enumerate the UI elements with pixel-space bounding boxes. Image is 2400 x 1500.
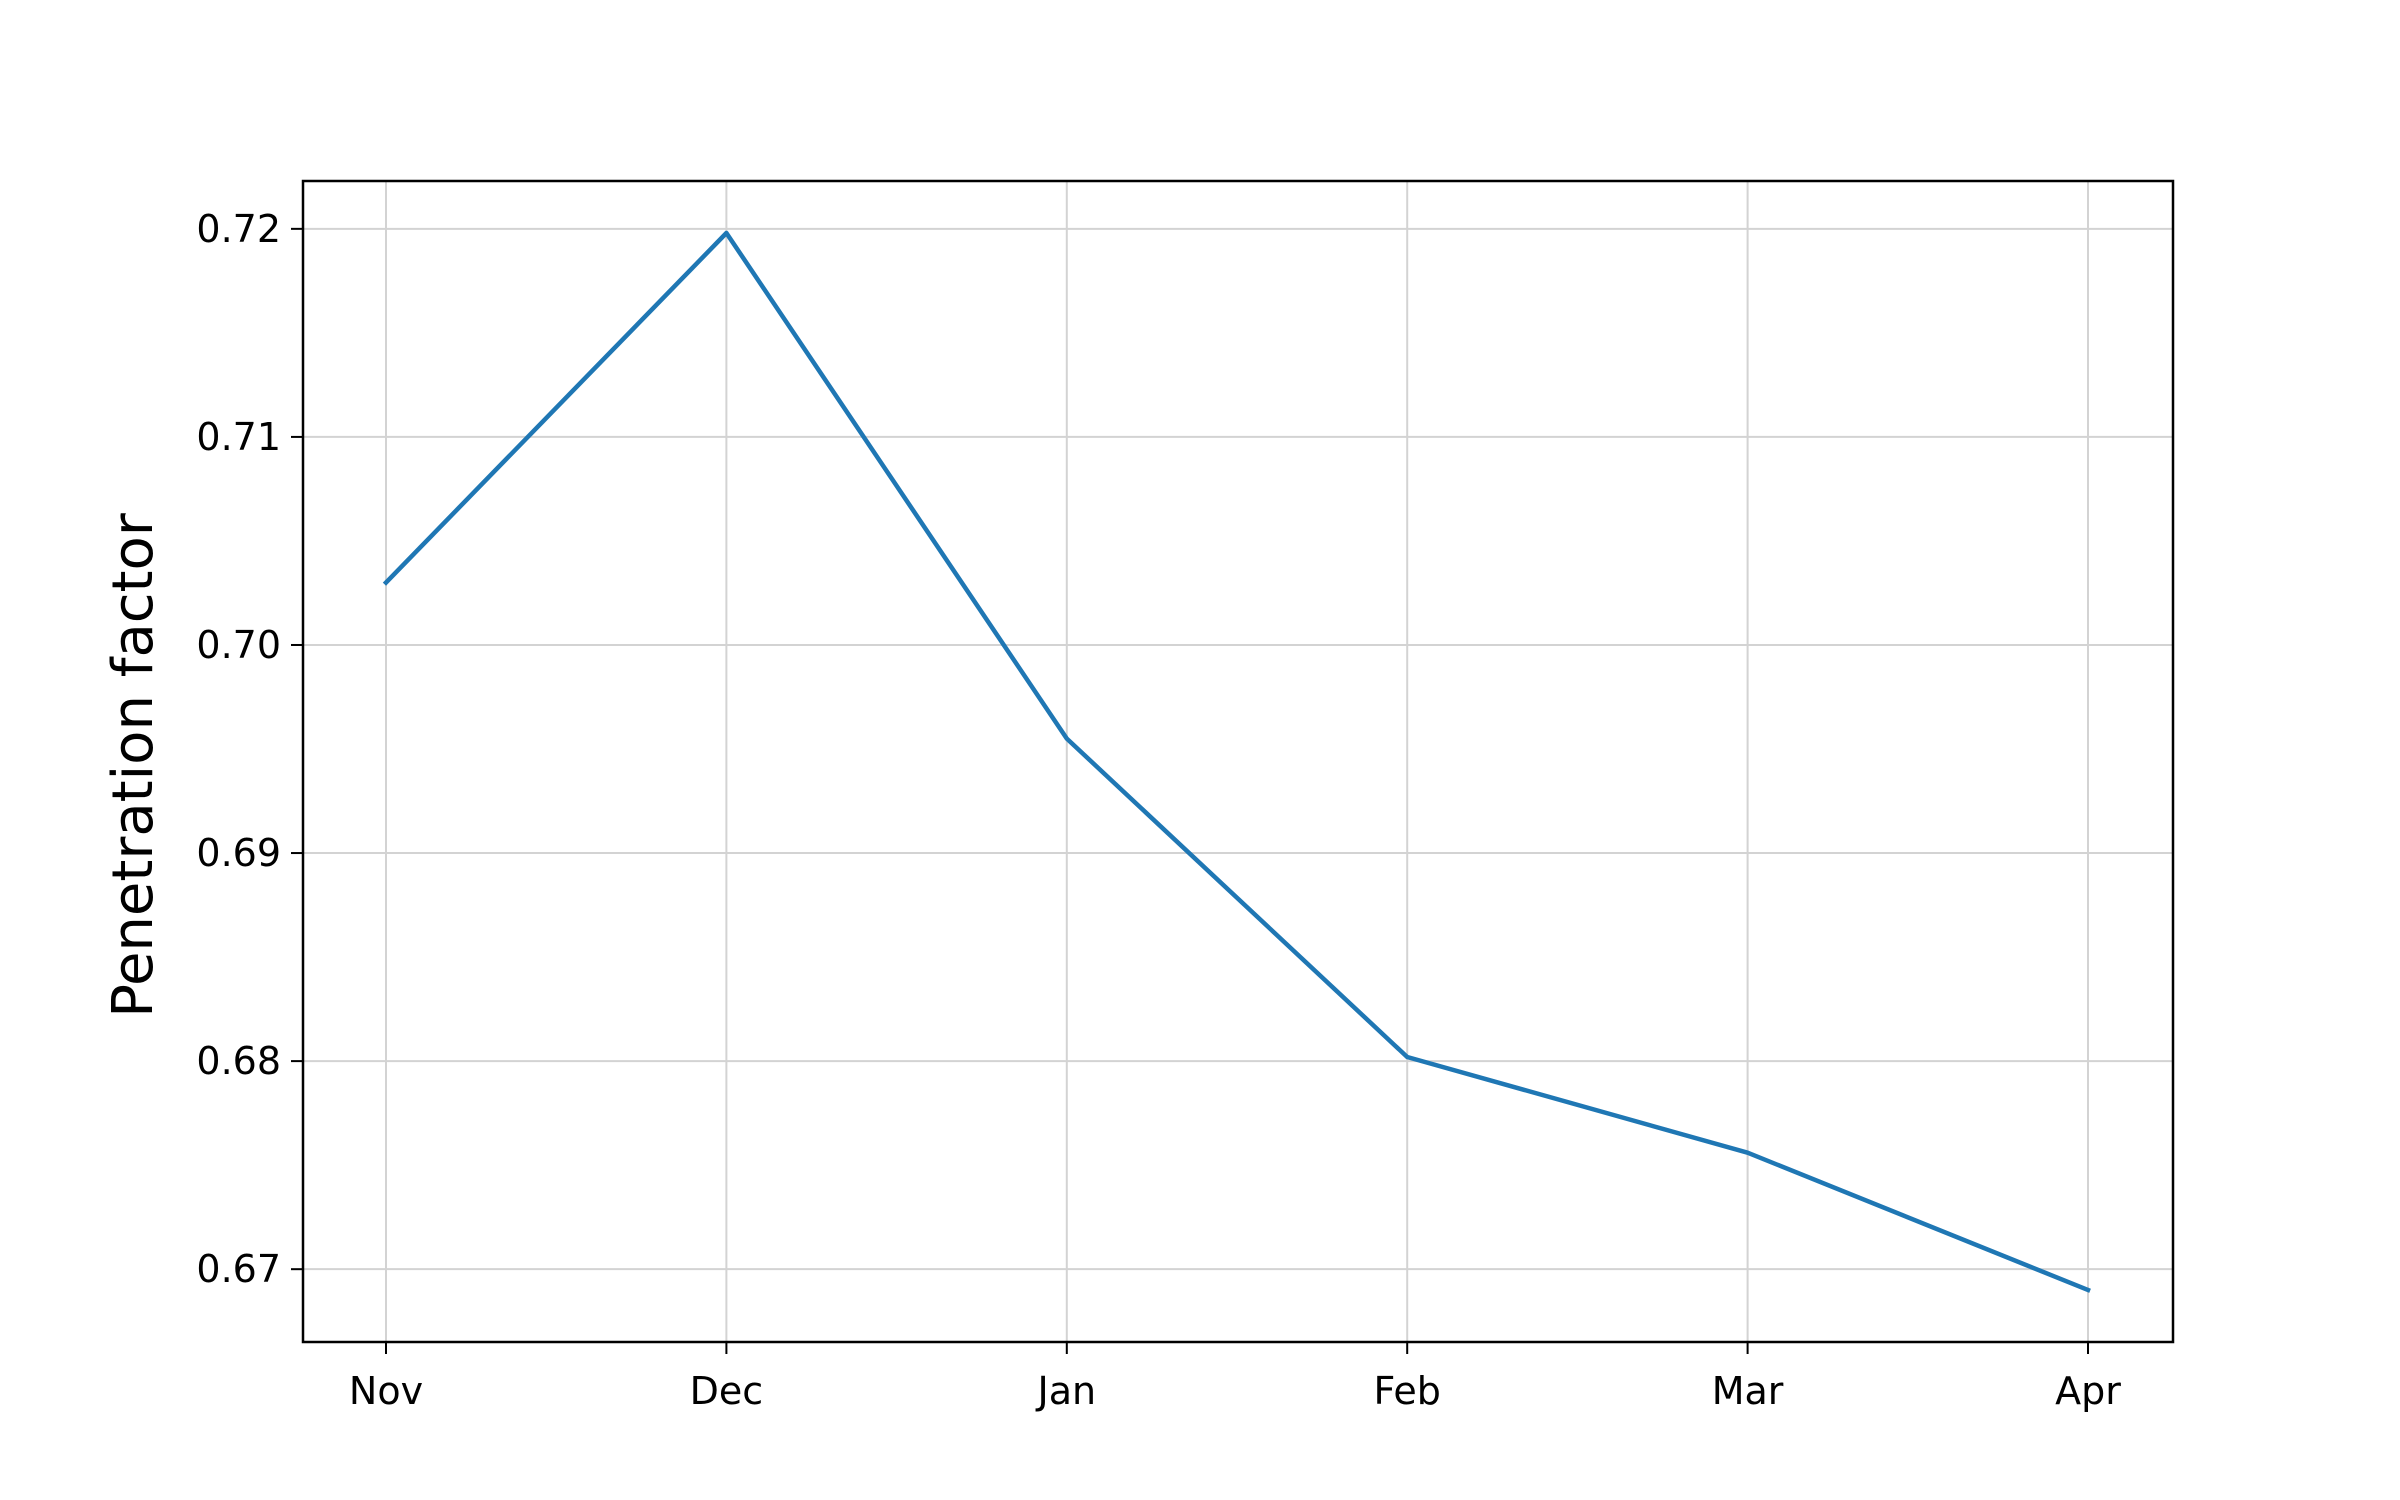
x-tick-label: Dec [690, 1369, 764, 1413]
series-line [382, 230, 2091, 1293]
plot-frame [301, 179, 2175, 1344]
y-tick-label: 0.71 [196, 415, 281, 459]
y-tick-label: 0.72 [196, 207, 281, 251]
y-axis-label: Penetration factor [101, 512, 166, 1018]
axis-ticks: Nov Dec Jan Feb Mar Apr 0.67 0.68 0.69 0.70 0.71 0.… [196, 207, 2121, 1413]
y-tick-label: 0.69 [196, 831, 281, 875]
grid [303, 181, 2173, 1342]
series-layer [382, 230, 2091, 1293]
y-tick-label: 0.68 [196, 1039, 281, 1083]
x-tick-label: Jan [1036, 1369, 1097, 1413]
x-tick-label: Mar [1712, 1369, 1784, 1413]
x-tick-label: Feb [1374, 1369, 1441, 1413]
y-tick-label: 0.70 [196, 623, 281, 667]
y-tick-label: 0.67 [196, 1247, 281, 1291]
x-tick-label: Apr [2055, 1369, 2121, 1413]
x-tick-label: Nov [349, 1369, 423, 1413]
